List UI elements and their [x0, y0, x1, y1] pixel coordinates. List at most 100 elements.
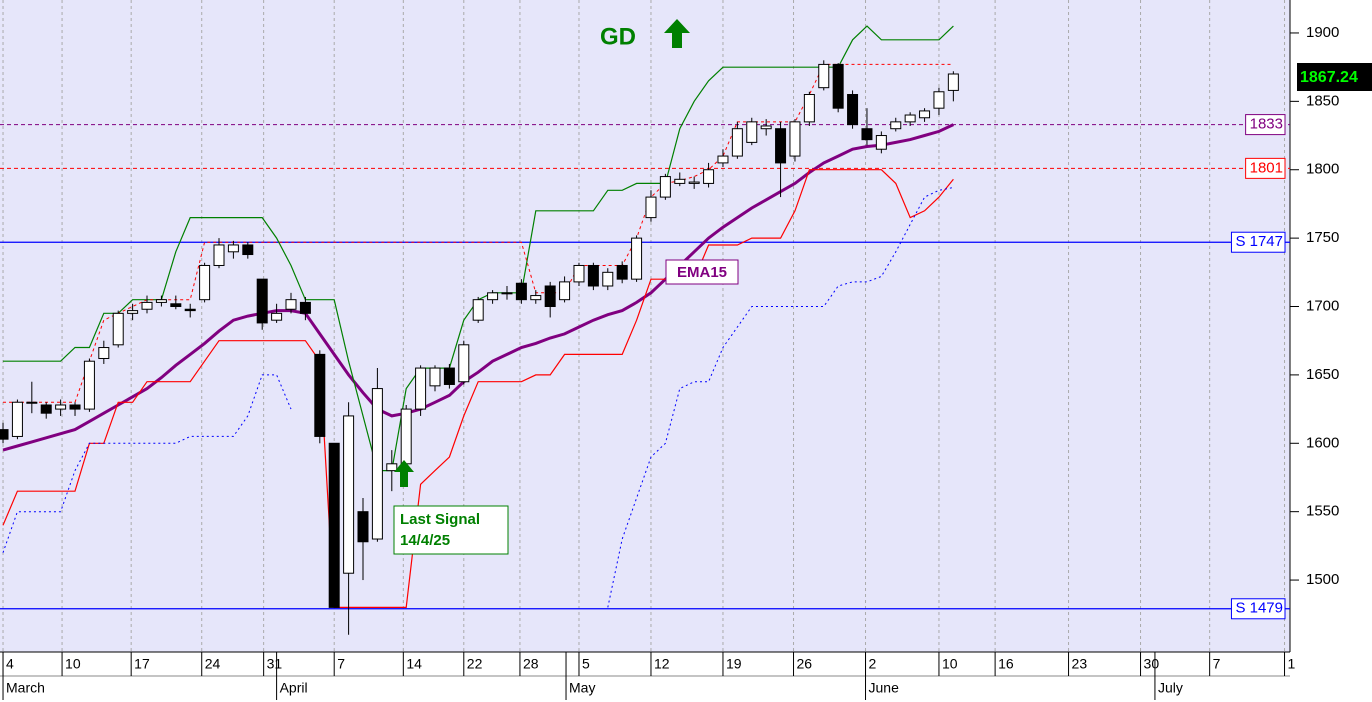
candle-body: [904, 114, 916, 123]
candle-body: [530, 295, 542, 301]
x-tick-label: 17: [134, 656, 150, 672]
last-signal-date: 14/4/25: [400, 532, 450, 549]
candle-body: [328, 442, 340, 608]
y-tick-label: 1500: [1306, 571, 1339, 588]
candle-body: [602, 271, 614, 287]
candle-body: [947, 73, 959, 91]
x-tick-label: 10: [942, 656, 958, 672]
candle-body: [386, 463, 398, 472]
candle-body: [674, 178, 686, 184]
candle-body: [213, 244, 225, 266]
candle-body: [775, 128, 787, 164]
candle-body: [11, 401, 23, 437]
x-tick-label: 26: [797, 656, 813, 672]
level-label: S 1747: [1235, 233, 1283, 250]
candle-body: [184, 308, 196, 312]
indicator-line: [3, 63, 954, 403]
candle-body: [487, 292, 499, 301]
candle-body: [40, 404, 52, 414]
x-tick-label: 10: [65, 656, 81, 672]
x-tick-label: 22: [467, 656, 483, 672]
candle-body: [26, 401, 38, 404]
candle-body: [256, 278, 268, 324]
candle-body: [155, 299, 167, 303]
x-tick-label: 7: [337, 656, 345, 672]
ema-label: EMA15: [665, 259, 739, 285]
candle-body: [746, 121, 758, 143]
month-label: May: [569, 680, 595, 696]
level-label-box: [1230, 231, 1286, 253]
candle-body: [69, 404, 81, 410]
x-tick-label: 24: [205, 656, 221, 672]
candle-body: [659, 176, 671, 198]
candle-body: [285, 299, 297, 310]
price-tag-text: 1867.24: [1300, 69, 1358, 86]
month-label: April: [280, 680, 308, 696]
candle-body: [587, 264, 599, 287]
candle-body: [717, 155, 729, 164]
x-tick-label: 5: [582, 656, 590, 672]
signal-text: GD: [600, 23, 636, 50]
candle-body: [847, 94, 859, 126]
candle-body: [818, 63, 830, 89]
candle-body: [112, 312, 124, 346]
candle-body: [227, 244, 239, 253]
candle-body: [141, 301, 153, 310]
x-tick-label: 31: [267, 656, 283, 672]
x-tick-label: 23: [1072, 656, 1088, 672]
x-tick-label: 4: [6, 656, 14, 672]
candle-body: [271, 312, 283, 321]
candle-body: [789, 121, 801, 157]
candle-body: [400, 408, 412, 465]
x-tick-label: 16: [998, 656, 1014, 672]
candle-body: [199, 264, 211, 301]
indicator-line: [2, 169, 954, 608]
level-label-box: [1245, 157, 1286, 179]
candle-body: [242, 244, 254, 256]
candle-body: [98, 347, 110, 359]
ema-label-box: [665, 259, 739, 285]
candle-body: [0, 429, 9, 440]
candle-body: [314, 353, 326, 437]
candle-body: [703, 169, 715, 184]
candle-body: [731, 128, 743, 157]
candle-body: [357, 511, 369, 543]
candle-body: [343, 415, 355, 574]
last-price-tag: 1867.24: [1297, 63, 1372, 91]
level-label-box: [1245, 114, 1286, 136]
candle-body: [645, 196, 657, 219]
up-arrow: [664, 19, 690, 48]
candle-body: [501, 292, 513, 295]
candle-body: [443, 367, 455, 385]
last-signal: Last Signal 14/4/25: [393, 505, 509, 555]
indicator-line: [2, 187, 954, 608]
y-tick-label: 1600: [1306, 434, 1339, 451]
month-label: June: [869, 680, 900, 696]
candle-body: [631, 237, 643, 280]
signal-arrow: [394, 460, 414, 487]
y-tick-label: 1700: [1306, 297, 1339, 314]
candle-body: [472, 299, 484, 321]
candle-body: [573, 264, 585, 283]
candle-body: [83, 360, 95, 410]
level-label: 1801: [1250, 159, 1283, 176]
candle-body: [559, 281, 571, 301]
candle-body: [458, 344, 470, 383]
month-label: July: [1158, 680, 1183, 696]
y-tick-label: 1550: [1306, 503, 1339, 520]
signal-annotation: GD: [600, 19, 690, 50]
candle-body: [861, 128, 873, 141]
candle-body: [832, 63, 844, 109]
last-signal-box: [393, 505, 509, 555]
x-tick-label: 7: [1213, 656, 1221, 672]
level-label: S 1479: [1235, 600, 1283, 617]
candle-body: [890, 121, 902, 130]
level-label: 1833: [1250, 116, 1283, 133]
candle-body: [933, 91, 945, 109]
x-tick-label: 19: [726, 656, 742, 672]
candle-body: [919, 110, 931, 119]
x-tick-label: 2: [869, 656, 877, 672]
candle-body: [760, 125, 772, 130]
x-tick-label: 14: [406, 656, 422, 672]
